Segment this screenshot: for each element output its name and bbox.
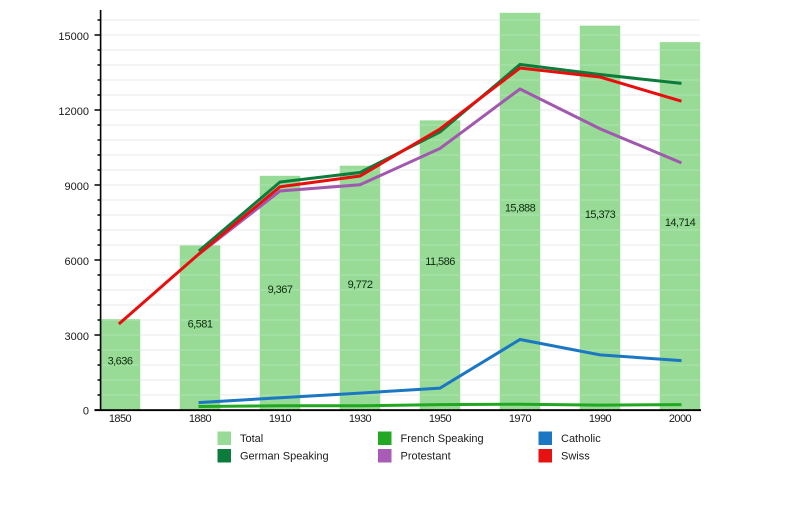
svg-text:French Speaking: French Speaking	[401, 433, 484, 445]
svg-text:1930: 1930	[349, 413, 372, 425]
svg-text:1950: 1950	[429, 413, 452, 425]
svg-text:2000: 2000	[669, 413, 692, 425]
svg-text:9,367: 9,367	[268, 284, 293, 296]
svg-text:6000: 6000	[65, 256, 89, 268]
svg-text:1880: 1880	[189, 413, 212, 425]
svg-text:Total: Total	[240, 433, 263, 445]
svg-text:1970: 1970	[509, 413, 532, 425]
svg-text:11,586: 11,586	[425, 256, 455, 268]
svg-text:0: 0	[83, 406, 89, 418]
svg-text:9000: 9000	[65, 181, 89, 193]
svg-text:15,373: 15,373	[585, 209, 616, 221]
svg-text:6,581: 6,581	[188, 319, 213, 331]
svg-text:15,888: 15,888	[505, 202, 536, 214]
svg-text:1990: 1990	[589, 413, 612, 425]
svg-text:1910: 1910	[269, 413, 292, 425]
svg-text:3000: 3000	[65, 331, 89, 343]
svg-text:Protestant: Protestant	[401, 451, 451, 463]
svg-text:Swiss: Swiss	[561, 451, 590, 463]
svg-text:9,772: 9,772	[348, 279, 373, 291]
svg-text:German Speaking: German Speaking	[240, 451, 329, 463]
svg-text:12000: 12000	[58, 106, 89, 118]
svg-text:Catholic: Catholic	[561, 433, 601, 445]
svg-text:3,636: 3,636	[108, 356, 133, 368]
svg-text:15000: 15000	[58, 31, 89, 43]
svg-text:14,714: 14,714	[665, 217, 696, 229]
svg-text:1850: 1850	[109, 413, 132, 425]
